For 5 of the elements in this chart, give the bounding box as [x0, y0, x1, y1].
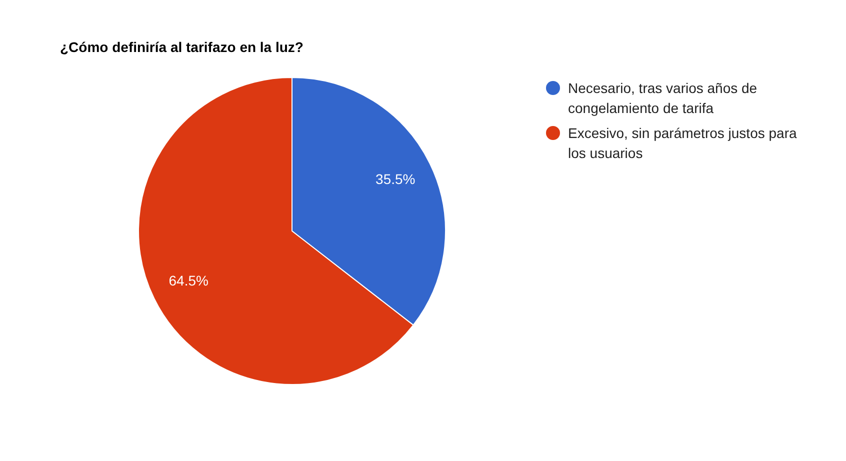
legend-label: Excesivo, sin parámetros justos para los usuarios: [568, 124, 798, 163]
data-label: 35.5%: [376, 171, 416, 188]
data-label: 64.5%: [168, 272, 208, 289]
legend-label: Necesario, tras varios años de congelamiento de tarifa: [568, 79, 758, 118]
chart-title: ¿Cómo definiría al tarifazo en la luz?: [60, 39, 304, 55]
